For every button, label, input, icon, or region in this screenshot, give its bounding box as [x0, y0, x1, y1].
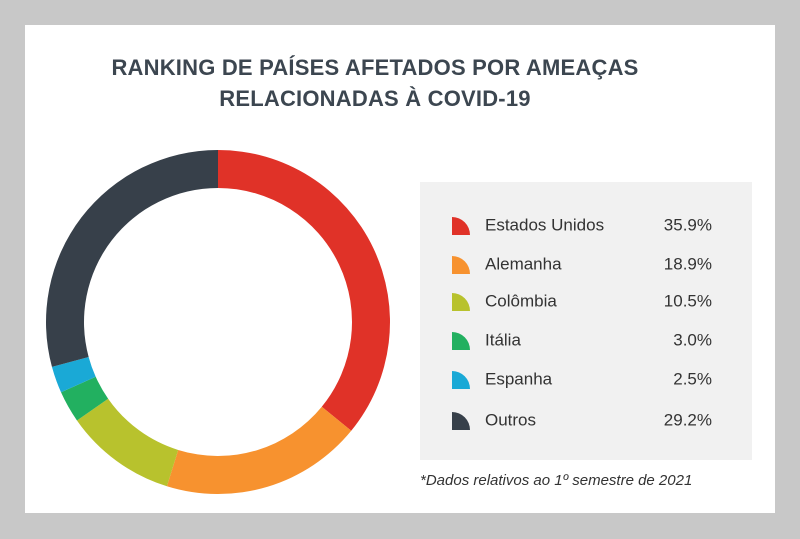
value-label: 18.9% — [664, 254, 712, 273]
value-label: 35.9% — [664, 215, 712, 234]
value-label: 2.5% — [673, 369, 712, 388]
donut-segment — [76, 398, 179, 487]
legend-icon — [452, 293, 470, 311]
legend-icon — [452, 412, 470, 430]
legend-label: Colômbia — [485, 291, 557, 310]
legend-label: Espanha — [485, 369, 553, 388]
donut-segment — [218, 150, 390, 431]
legend-label: Outros — [485, 410, 536, 429]
legend-icon — [452, 371, 470, 389]
donut-segment — [51, 356, 96, 393]
legend-icon — [452, 256, 470, 274]
donut-segment — [61, 376, 109, 421]
legend-icon — [452, 332, 470, 350]
legend-box — [420, 182, 752, 460]
legend-label: Alemanha — [485, 254, 562, 273]
value-label: 10.5% — [664, 291, 712, 310]
legend-icon — [452, 217, 470, 235]
legend-label: Itália — [485, 330, 521, 349]
legend-label: Estados Unidos — [485, 215, 604, 234]
value-label: 29.2% — [664, 410, 712, 429]
footnote: *Dados relativos ao 1º semestre de 2021 — [420, 472, 692, 489]
donut-segment — [166, 406, 352, 494]
chart-title: RANKING DE PAÍSES AFETADOS POR AMEAÇAS R… — [111, 55, 639, 111]
value-label: 3.0% — [673, 330, 712, 349]
donut-segment — [45, 150, 218, 367]
